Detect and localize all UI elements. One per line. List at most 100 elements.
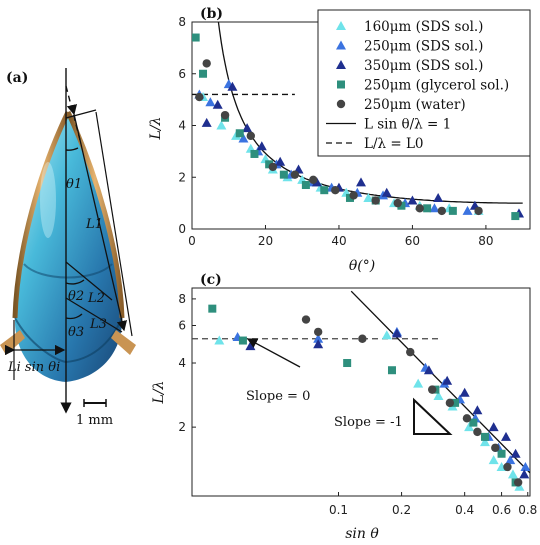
b-point [309, 175, 318, 185]
b-point [423, 204, 432, 213]
outer-guide-line [95, 111, 133, 337]
c-point [387, 366, 396, 375]
theta3-arc [65, 313, 83, 320]
c-point [391, 328, 402, 338]
panel-c: (c) 0.1 0.2 0.4 0.6 0.8 2 4 6 8 L/λ sin θ Slope … [151, 272, 537, 542]
c-point [238, 336, 247, 345]
panel-c-label: (c) [200, 272, 222, 288]
c-point [505, 455, 516, 465]
theta3-label: θ3 [68, 325, 84, 340]
c-point [406, 347, 415, 357]
b-point [279, 170, 288, 179]
c-point [507, 469, 518, 479]
panel-c-marks [192, 290, 530, 491]
legend-marker [337, 80, 345, 89]
legend-entry: 250μm (water) [364, 97, 466, 113]
panel-a-label: (a) [6, 70, 28, 86]
c-point [442, 375, 453, 385]
c-point [462, 414, 472, 423]
b-point [205, 97, 216, 107]
panel-c-ylabel: L/λ [151, 381, 167, 405]
c-point [501, 431, 512, 441]
b-point [242, 123, 253, 133]
c-point [488, 422, 499, 432]
b-point [235, 129, 244, 138]
b-ytick-label: 0 [178, 222, 186, 236]
c-point [313, 327, 323, 337]
b-point [433, 192, 444, 202]
L3-segment [65, 297, 123, 333]
b-point [474, 206, 483, 216]
panel-b-marks [192, 22, 524, 221]
c-point [423, 365, 434, 375]
c-ytick-label: 4 [178, 356, 186, 370]
b-point [511, 212, 520, 221]
b-point [216, 120, 227, 130]
panel-c-xlabel: sin θ [345, 526, 379, 542]
panel-b-label: (b) [200, 6, 223, 22]
c-point [358, 334, 367, 343]
b-point [202, 59, 211, 68]
b-xtick-label: 40 [331, 234, 346, 248]
legend-marker [336, 60, 346, 69]
legend-entry: 350μm (SDS sol.) [364, 58, 483, 74]
legend-entry: L sin θ/λ = 1 [364, 117, 451, 133]
b-point [356, 177, 366, 187]
legend-entry: 250μm (glycerol sol.) [364, 78, 509, 94]
c-point [343, 359, 352, 368]
b-point [256, 141, 267, 151]
slope-zero-label: Slope = 0 [246, 389, 310, 404]
b-point [238, 133, 249, 143]
panel-a: (a) θ1 L1 θ2 L2 θ3 L3 Li sin θi [0, 68, 136, 428]
L3-label: L3 [89, 317, 107, 332]
c-point [451, 398, 460, 407]
c-point [491, 443, 500, 452]
b-point [393, 198, 402, 208]
c-point [464, 422, 475, 432]
c-point [313, 339, 324, 349]
c-xtick-label: 0.1 [329, 503, 348, 517]
legend-entry: 160μm (SDS sol.) [364, 19, 483, 35]
c-point [413, 378, 424, 388]
b-xtick-label: 0 [188, 234, 196, 248]
slope-triangle [413, 397, 453, 435]
b-point [275, 156, 286, 166]
b-xtick-label: 60 [405, 234, 420, 248]
b-point [415, 204, 424, 213]
b-ytick-label: 4 [178, 119, 186, 133]
c-point [459, 387, 470, 397]
slope-zero-arrow [246, 338, 301, 368]
b-point [301, 181, 310, 190]
panel-b-ylabel: L/λ [148, 117, 164, 141]
panel-c-ticks: 0.1 0.2 0.4 0.6 0.8 2 4 6 8 [178, 292, 537, 517]
legend-entry: 250μm (SDS sol.) [364, 39, 483, 55]
bubble-drawing [0, 110, 136, 382]
b-point [349, 191, 358, 200]
panel-b-ticks: 0 20 40 60 80 0 2 4 6 8 [178, 15, 493, 248]
legend-marker [336, 40, 346, 50]
c-point [488, 455, 499, 465]
b-curve-inverse-sine [217, 22, 523, 204]
b-point [397, 201, 406, 210]
slope-minus-one-label: Slope = -1 [334, 415, 403, 430]
panel-c-axes [191, 287, 531, 497]
b-ytick-label: 8 [178, 15, 186, 29]
b-point [212, 99, 223, 109]
theta1-arc [65, 147, 79, 151]
b-point [381, 187, 392, 197]
L2-label: L2 [87, 291, 105, 306]
c-point [313, 333, 324, 343]
c-slope-line [350, 290, 530, 474]
b-point [448, 206, 457, 215]
theta2-label: θ2 [68, 289, 84, 304]
b-point [250, 149, 259, 158]
b-point [195, 92, 204, 102]
width-label: Li sin θi [7, 360, 60, 375]
c-point [497, 449, 506, 458]
b-point [462, 205, 473, 215]
b-ytick-label: 2 [178, 170, 186, 184]
c-point [445, 398, 455, 408]
c-xtick-label: 0.4 [455, 503, 474, 517]
c-point [472, 405, 483, 415]
